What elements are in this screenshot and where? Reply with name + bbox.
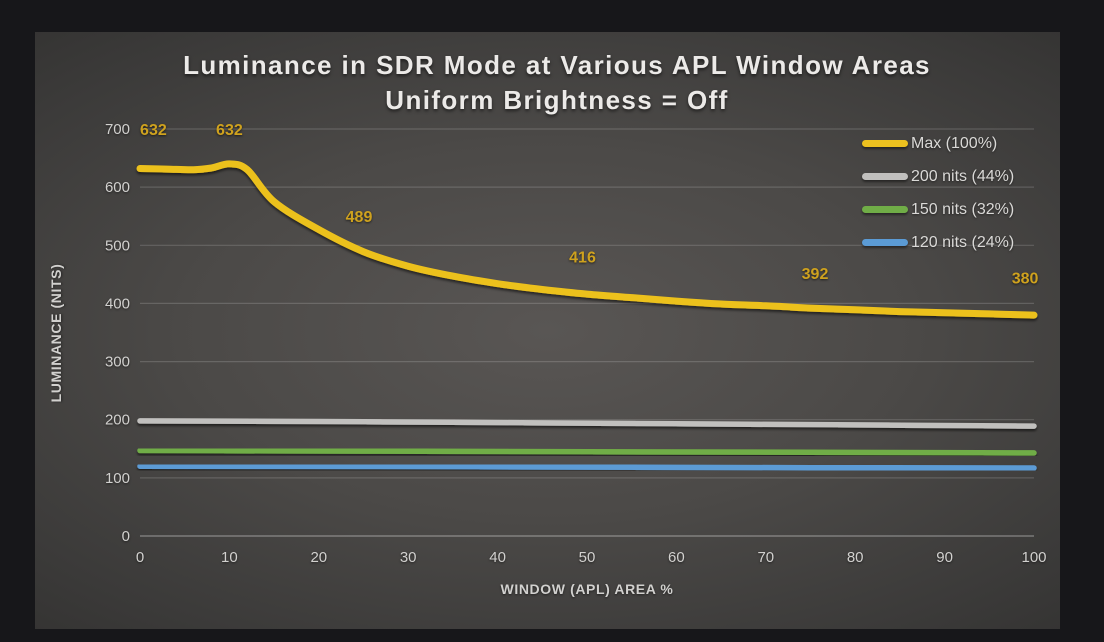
slide-background	[35, 32, 1060, 629]
y-tick-label: 600	[105, 179, 130, 196]
legend-swatch-max	[862, 140, 908, 147]
x-tick-label: 20	[310, 549, 327, 566]
y-tick-label: 300	[105, 354, 130, 371]
x-tick-label: 40	[489, 549, 506, 566]
x-tick-label: 50	[579, 549, 596, 566]
legend-label: 120 nits (24%)	[911, 233, 1015, 251]
x-tick-label: 10	[221, 549, 238, 566]
chart-title: Luminance in SDR Mode at Various APL Win…	[60, 48, 1054, 118]
legend-swatch-150-nits	[862, 206, 908, 213]
y-tick-label: 400	[105, 295, 130, 312]
x-tick-label: 100	[1021, 549, 1046, 566]
x-tick-label: 30	[400, 549, 417, 566]
data-label: 632	[140, 122, 167, 139]
x-tick-label: 80	[847, 549, 864, 566]
data-label: 380	[1012, 271, 1039, 288]
data-label: 489	[346, 209, 373, 226]
legend: Max (100%) 200 nits (44%) 150 nits (32%)…	[862, 127, 1014, 259]
x-axis-title: WINDOW (APL) AREA %	[500, 581, 674, 597]
x-tick-label: 90	[936, 549, 953, 566]
y-tick-label: 100	[105, 470, 130, 487]
x-tick-label: 70	[757, 549, 774, 566]
legend-swatch-120-nits	[862, 239, 908, 246]
series-line-1	[137, 418, 1037, 429]
series-line-0	[136, 160, 1038, 319]
data-label: 632	[216, 122, 243, 139]
series-line-2	[137, 447, 1037, 456]
chart-title-line1: Luminance in SDR Mode at Various APL Win…	[183, 50, 931, 80]
data-label: 416	[569, 250, 596, 267]
series-line-3	[137, 463, 1037, 471]
legend-label: 200 nits (44%)	[911, 167, 1015, 185]
legend-label: 150 nits (32%)	[911, 200, 1015, 218]
legend-item-150-nits: 150 nits (32%)	[862, 193, 1014, 226]
y-tick-label: 200	[105, 412, 130, 429]
x-tick-label: 0	[136, 549, 144, 566]
y-tick-label: 0	[122, 528, 130, 545]
legend-swatch-200-nits	[862, 173, 908, 180]
x-tick-label: 60	[668, 549, 685, 566]
legend-item-200-nits: 200 nits (44%)	[862, 160, 1014, 193]
y-axis-title: LUMINANCE (NITS)	[48, 263, 64, 403]
chart-title-line2: Uniform Brightness = Off	[385, 85, 729, 115]
legend-item-120-nits: 120 nits (24%)	[862, 226, 1014, 259]
data-label: 392	[802, 266, 829, 283]
legend-label: Max (100%)	[911, 134, 998, 152]
y-tick-label: 500	[105, 237, 130, 254]
legend-item-max: Max (100%)	[862, 127, 1014, 160]
y-tick-label: 700	[105, 121, 130, 138]
